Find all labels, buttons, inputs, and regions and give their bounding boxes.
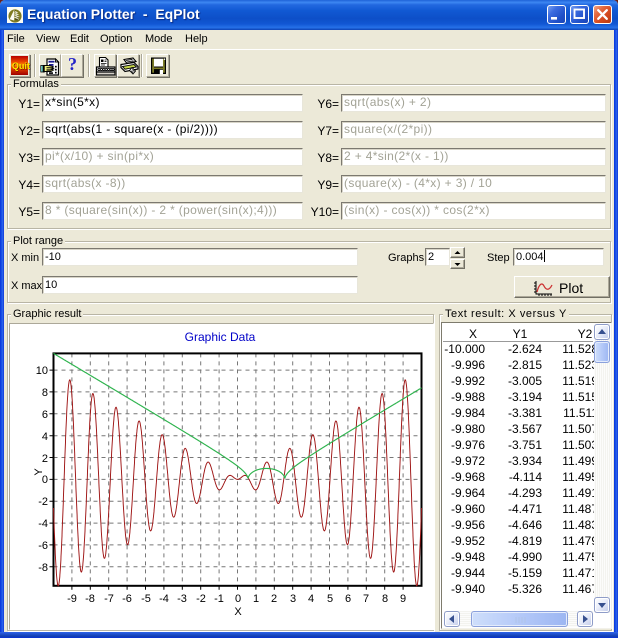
svg-text:Graphic Data: Graphic Data bbox=[185, 330, 256, 344]
svg-text:-6: -6 bbox=[122, 593, 132, 605]
svg-text:6: 6 bbox=[42, 409, 48, 421]
svg-text:4: 4 bbox=[308, 593, 314, 605]
svg-text:8: 8 bbox=[42, 387, 48, 399]
svg-text:0: 0 bbox=[235, 593, 241, 605]
svg-text:6: 6 bbox=[345, 593, 351, 605]
svg-text:8: 8 bbox=[382, 593, 388, 605]
svg-text:5: 5 bbox=[327, 593, 333, 605]
svg-text:-8: -8 bbox=[85, 593, 95, 605]
svg-text:-8: -8 bbox=[38, 562, 48, 574]
svg-text:1: 1 bbox=[253, 593, 259, 605]
svg-text:-9: -9 bbox=[67, 593, 77, 605]
svg-text:0: 0 bbox=[42, 474, 48, 486]
svg-text:10: 10 bbox=[36, 365, 48, 377]
svg-text:2: 2 bbox=[42, 453, 48, 465]
svg-text:9: 9 bbox=[400, 593, 406, 605]
svg-text:-3: -3 bbox=[177, 593, 187, 605]
svg-text:-4: -4 bbox=[38, 518, 48, 530]
svg-text:4: 4 bbox=[42, 431, 48, 443]
svg-text:X: X bbox=[234, 606, 242, 618]
svg-text:-1: -1 bbox=[214, 593, 224, 605]
svg-text:7: 7 bbox=[363, 593, 369, 605]
svg-text:Y: Y bbox=[33, 468, 45, 476]
svg-text:-5: -5 bbox=[141, 593, 151, 605]
svg-text:-7: -7 bbox=[104, 593, 114, 605]
svg-text:-2: -2 bbox=[196, 593, 206, 605]
svg-text:2: 2 bbox=[271, 593, 277, 605]
svg-text:-6: -6 bbox=[38, 540, 48, 552]
svg-text:3: 3 bbox=[290, 593, 296, 605]
svg-text:-4: -4 bbox=[159, 593, 169, 605]
svg-text:-2: -2 bbox=[38, 496, 48, 508]
